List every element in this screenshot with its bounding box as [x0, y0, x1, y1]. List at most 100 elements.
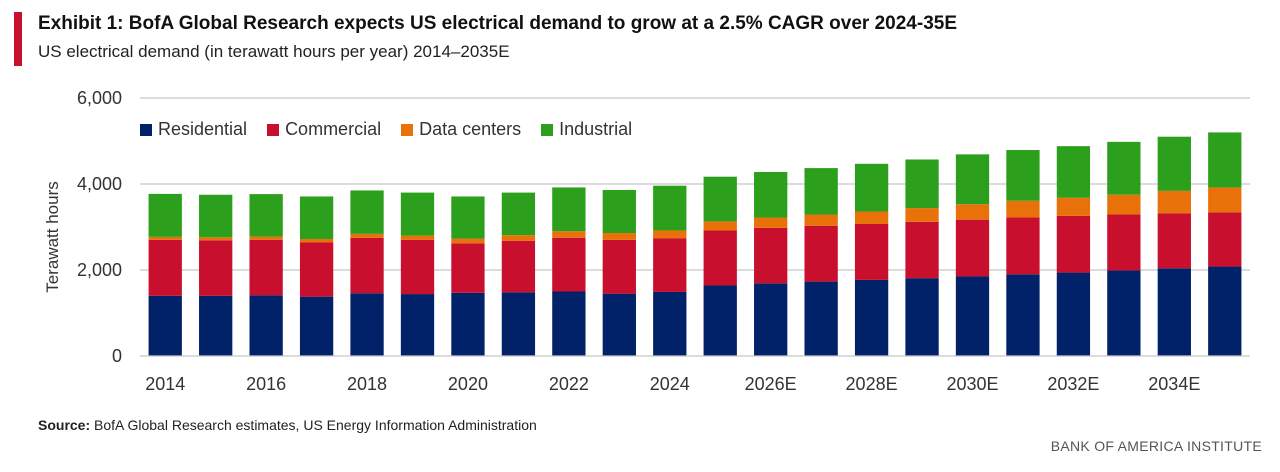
bar-industrial-2027E [804, 168, 838, 215]
bar-residential-2029E [905, 278, 939, 356]
bar-industrial-2021 [501, 192, 536, 236]
bar-commercial-2027E [804, 225, 838, 282]
bar-commercial-2024 [653, 238, 687, 292]
bar-data-centers-2026E [754, 217, 788, 228]
x-tick-label: 2022 [549, 374, 589, 394]
bar-residential-2035E [1208, 266, 1242, 356]
bar-data-centers-2023 [602, 233, 636, 240]
bar-industrial-2034E [1157, 136, 1191, 191]
y-tick-label: 0 [112, 346, 122, 366]
bar-residential-2014 [148, 295, 182, 356]
bar-commercial-2021 [501, 240, 536, 293]
bar-commercial-2026E [754, 227, 788, 284]
brand-footer: BANK OF AMERICA INSTITUTE [1050, 438, 1262, 454]
bar-commercial-2025E [703, 230, 737, 286]
bar-industrial-2026E [754, 171, 788, 218]
legend-item: Industrial [541, 119, 632, 140]
bar-industrial-2033E [1107, 141, 1141, 195]
legend-swatch [267, 123, 280, 136]
bar-commercial-2018 [350, 237, 384, 294]
bar-data-centers-2018 [350, 233, 384, 238]
bar-residential-2030E [955, 276, 990, 356]
legend-item: Commercial [267, 119, 381, 140]
bar-commercial-2019 [400, 239, 435, 295]
bar-commercial-2028E [854, 223, 889, 280]
bar-residential-2024 [653, 291, 687, 356]
bar-residential-2015 [199, 295, 233, 356]
x-tick-label: 2014 [145, 374, 185, 394]
bar-data-centers-2014 [148, 236, 182, 240]
legend-item: Data centers [401, 119, 521, 140]
bar-commercial-2034E [1157, 213, 1191, 269]
bar-data-centers-2021 [501, 235, 536, 241]
bar-residential-2033E [1107, 270, 1141, 356]
bar-industrial-2020 [451, 196, 485, 239]
bar-residential-2021 [501, 292, 536, 356]
bar-data-centers-2016 [249, 236, 283, 240]
bar-industrial-2025E [703, 176, 737, 222]
bar-industrial-2017 [299, 196, 334, 240]
legend-item: Residential [140, 119, 247, 140]
bar-data-centers-2025E [703, 221, 737, 231]
bar-industrial-2031E [1006, 150, 1040, 201]
y-tick-label: 6,000 [77, 88, 122, 108]
x-tick-label: 2032E [1047, 374, 1099, 394]
bar-data-centers-2033E [1107, 194, 1141, 215]
bar-industrial-2030E [955, 154, 990, 205]
bar-commercial-2023 [602, 239, 636, 294]
chart-title: Exhibit 1: BofA Global Research expects … [38, 13, 957, 34]
bar-data-centers-2019 [400, 235, 435, 240]
bar-commercial-2030E [955, 219, 990, 277]
bar-commercial-2017 [299, 242, 334, 297]
x-tick-label: 2016 [246, 374, 286, 394]
bar-residential-2028E [854, 279, 889, 356]
bar-residential-2034E [1157, 268, 1191, 356]
bar-residential-2017 [299, 296, 334, 356]
x-tick-label: 2018 [347, 374, 387, 394]
bar-data-centers-2034E [1157, 190, 1191, 214]
bar-commercial-2031E [1006, 217, 1040, 275]
bar-residential-2020 [451, 292, 485, 356]
y-axis-label: Terawatt hours [43, 181, 62, 293]
bar-industrial-2014 [148, 193, 182, 237]
bar-industrial-2015 [199, 194, 233, 238]
bar-data-centers-2035E [1208, 187, 1242, 213]
legend-swatch [541, 123, 554, 136]
bar-industrial-2018 [350, 190, 384, 234]
bar-commercial-2035E [1208, 212, 1242, 267]
bar-industrial-2019 [400, 192, 435, 236]
x-tick-label: 2020 [448, 374, 488, 394]
bar-data-centers-2027E [804, 214, 838, 226]
legend-label: Commercial [285, 119, 382, 139]
title-accent-bar [14, 12, 22, 66]
bar-commercial-2032E [1056, 215, 1091, 273]
x-tick-label: 2024 [650, 374, 690, 394]
bar-data-centers-2029E [905, 208, 939, 222]
legend-swatch [401, 123, 414, 136]
bar-residential-2032E [1056, 272, 1091, 356]
bar-data-centers-2022 [552, 231, 586, 238]
bar-industrial-2028E [854, 163, 889, 212]
bar-industrial-2022 [552, 187, 586, 232]
chart-subtitle: US electrical demand (in terawatt hours … [38, 42, 510, 61]
source-text: BofA Global Research estimates, US Energ… [94, 417, 537, 433]
legend-label: Residential [158, 119, 248, 139]
bar-industrial-2023 [602, 190, 636, 234]
bar-data-centers-2028E [854, 211, 889, 224]
bar-industrial-2035E [1208, 132, 1242, 188]
legend-swatch [140, 123, 152, 136]
bar-commercial-2016 [249, 239, 283, 296]
x-tick-label: 2034E [1148, 374, 1200, 394]
bar-data-centers-2024 [653, 230, 687, 239]
x-tick-label: 2026E [745, 374, 797, 394]
bar-industrial-2016 [249, 194, 283, 237]
y-tick-label: 2,000 [77, 260, 122, 280]
bar-residential-2018 [350, 293, 384, 356]
bar-industrial-2024 [653, 185, 687, 231]
bar-data-centers-2020 [451, 238, 485, 244]
bar-data-centers-2017 [299, 239, 334, 243]
bar-data-centers-2015 [199, 237, 233, 241]
bar-data-centers-2031E [1006, 200, 1040, 218]
bar-data-centers-2030E [955, 204, 990, 220]
bar-residential-2016 [249, 295, 283, 356]
